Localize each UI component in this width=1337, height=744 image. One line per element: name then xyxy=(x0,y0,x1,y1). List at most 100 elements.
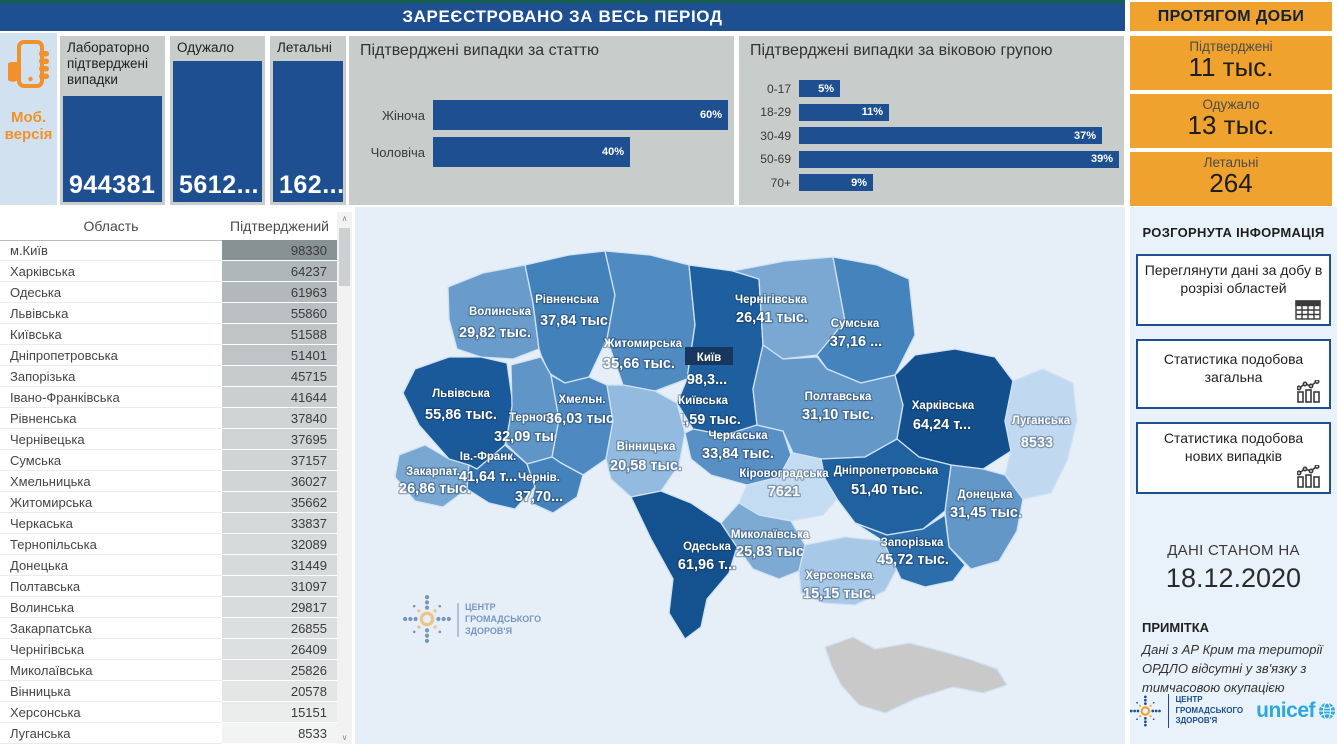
table-row[interactable]: Донецька 31449 xyxy=(0,555,337,576)
region-name-cell[interactable]: Чернігівська xyxy=(0,639,222,660)
confirmed-value-cell[interactable]: 36027 xyxy=(222,471,337,492)
table-row[interactable]: Полтавська 31097 xyxy=(0,576,337,597)
region-name-cell[interactable]: Волинська xyxy=(0,597,222,618)
confirmed-value-cell[interactable]: 64237 xyxy=(222,261,337,282)
confirmed-value-cell[interactable]: 20578 xyxy=(222,681,337,702)
table-row[interactable]: Івано-Франківська 41644 xyxy=(0,387,337,408)
region-name-cell[interactable]: Хмельницька xyxy=(0,471,222,492)
table-row[interactable]: Запорізька 45715 xyxy=(0,366,337,387)
map-region-zhytomyr[interactable] xyxy=(604,250,696,392)
confirmed-value-cell[interactable]: 25826 xyxy=(222,660,337,681)
table-row[interactable]: Черкаська 33837 xyxy=(0,513,337,534)
table-row[interactable]: Херсонська 15151 xyxy=(0,702,337,723)
kpi-bar[interactable]: 944381 xyxy=(63,96,162,202)
table-row[interactable]: Миколаївська 25826 xyxy=(0,660,337,681)
kpi-bar[interactable]: 5612... xyxy=(173,61,262,202)
column-header-region[interactable]: Область xyxy=(83,218,139,234)
table-scrollbar[interactable]: ∧ ∨ xyxy=(337,212,352,744)
table-row[interactable]: Одеська 61963 xyxy=(0,282,337,303)
region-name-cell[interactable]: Рівненська xyxy=(0,408,222,429)
mobile-version-link[interactable]: Моб. версія xyxy=(0,33,57,205)
confirmed-value-cell[interactable]: 31449 xyxy=(222,555,337,576)
confirmed-value-cell[interactable]: 8533 xyxy=(222,723,337,744)
table-row[interactable]: Волинська 29817 xyxy=(0,597,337,618)
map-region-chernivtsi[interactable] xyxy=(526,456,584,514)
table-row[interactable]: Луганська 8533 xyxy=(0,723,337,744)
confirmed-value-cell[interactable]: 32089 xyxy=(222,534,337,555)
mobile-phone-icon[interactable] xyxy=(3,38,50,100)
region-name-cell[interactable]: Житомирська xyxy=(0,492,222,513)
confirmed-value-cell[interactable]: 37840 xyxy=(222,408,337,429)
map-region-odesa[interactable] xyxy=(630,490,738,640)
region-name-cell[interactable]: Полтавська xyxy=(0,576,222,597)
region-name-cell[interactable]: Київська xyxy=(0,324,222,345)
region-name-cell[interactable]: Донецька xyxy=(0,555,222,576)
view-daily-by-region-button[interactable]: Переглянути дані за добу в розрізі облас… xyxy=(1136,254,1331,326)
region-name-cell[interactable]: Івано-Франківська xyxy=(0,387,222,408)
mobile-version-label[interactable]: Моб. версія xyxy=(4,109,53,144)
scroll-down-arrow[interactable]: ∨ xyxy=(341,733,348,742)
region-name-cell[interactable]: Сумська xyxy=(0,450,222,471)
table-row[interactable]: м.Київ 98330 xyxy=(0,240,337,261)
region-name-cell[interactable]: Черкаська xyxy=(0,513,222,534)
confirmed-value-cell[interactable]: 55860 xyxy=(222,303,337,324)
bar-Чоловіча[interactable]: 40% xyxy=(433,137,630,167)
confirmed-value-cell[interactable]: 26409 xyxy=(222,639,337,660)
confirmed-value-cell[interactable]: 45715 xyxy=(222,366,337,387)
confirmed-value-cell[interactable]: 35662 xyxy=(222,492,337,513)
region-name-cell[interactable]: Тернопільська xyxy=(0,534,222,555)
confirmed-value-cell[interactable]: 26855 xyxy=(222,618,337,639)
daily-statistics-total-button[interactable]: Статистика подобова загальна xyxy=(1136,339,1331,409)
confirmed-value-cell[interactable]: 37157 xyxy=(222,450,337,471)
bar-50-69[interactable]: 39% xyxy=(799,150,1119,168)
region-name-cell[interactable]: Херсонська xyxy=(0,702,222,723)
confirmed-value-cell[interactable]: 51401 xyxy=(222,345,337,366)
table-row[interactable]: Харківська 64237 xyxy=(0,261,337,282)
confirmed-value-cell[interactable]: 61963 xyxy=(222,282,337,303)
map-region-zaporizhzhia[interactable] xyxy=(854,514,966,588)
table-row[interactable]: Тернопільська 32089 xyxy=(0,534,337,555)
table-row[interactable]: Вінницька 20578 xyxy=(0,681,337,702)
bar-Жіноча[interactable]: 60% xyxy=(433,100,728,130)
map-region-luhansk[interactable] xyxy=(1004,368,1078,500)
column-header-confirmed[interactable]: Підтверджений xyxy=(230,218,329,234)
table-row[interactable]: Львівська 55860 xyxy=(0,303,337,324)
confirmed-value-cell[interactable]: 15151 xyxy=(222,702,337,723)
table-row[interactable]: Житомирська 35662 xyxy=(0,492,337,513)
region-name-cell[interactable]: Закарпатська xyxy=(0,618,222,639)
confirmed-value-cell[interactable]: 98330 xyxy=(222,240,337,261)
daily-card-confirmed[interactable]: Підтверджені 11 тыс. xyxy=(1130,36,1332,90)
table-row[interactable]: Дніпропетровська 51401 xyxy=(0,345,337,366)
confirmed-value-cell[interactable]: 29817 xyxy=(222,597,337,618)
map-region-volyn[interactable] xyxy=(447,264,540,360)
confirmed-value-cell[interactable]: 41644 xyxy=(222,387,337,408)
kpi-bar[interactable]: 162... xyxy=(273,61,343,202)
region-name-cell[interactable]: Миколаївська xyxy=(0,660,222,681)
table-row[interactable]: Чернівецька 37695 xyxy=(0,429,337,450)
bar-70+[interactable]: 9% xyxy=(799,174,873,191)
scroll-up-arrow[interactable]: ∧ xyxy=(341,214,348,223)
confirmed-value-cell[interactable]: 51588 xyxy=(222,324,337,345)
map-region-kherson[interactable] xyxy=(798,536,900,606)
scrollbar-thumb[interactable] xyxy=(339,228,350,286)
region-name-cell[interactable]: Львівська xyxy=(0,303,222,324)
region-name-cell[interactable]: Вінницька xyxy=(0,681,222,702)
table-row[interactable]: Закарпатська 26855 xyxy=(0,618,337,639)
region-name-cell[interactable]: Дніпропетровська xyxy=(0,345,222,366)
bar-0-17[interactable]: 5% xyxy=(799,80,840,97)
map-region-vinnytsia[interactable] xyxy=(605,384,686,498)
region-name-cell[interactable]: Запорізька xyxy=(0,366,222,387)
table-row[interactable]: Київська 51588 xyxy=(0,324,337,345)
daily-card-deaths[interactable]: Летальні 264 xyxy=(1130,152,1332,206)
region-name-cell[interactable]: Луганська xyxy=(0,723,222,744)
confirmed-value-cell[interactable]: 37695 xyxy=(222,429,337,450)
daily-card-recovered[interactable]: Одужало 13 тыс. xyxy=(1130,94,1332,148)
map-region-kyiv-city-label-box[interactable] xyxy=(685,347,733,365)
region-name-cell[interactable]: Одеська xyxy=(0,282,222,303)
confirmed-value-cell[interactable]: 33837 xyxy=(222,513,337,534)
daily-statistics-new-cases-button[interactable]: Статистика подобова нових випадків xyxy=(1136,422,1331,494)
bar-18-29[interactable]: 11% xyxy=(799,103,889,121)
bar-30-49[interactable]: 37% xyxy=(799,127,1102,144)
confirmed-value-cell[interactable]: 31097 xyxy=(222,576,337,597)
region-name-cell[interactable]: м.Київ xyxy=(0,240,222,261)
